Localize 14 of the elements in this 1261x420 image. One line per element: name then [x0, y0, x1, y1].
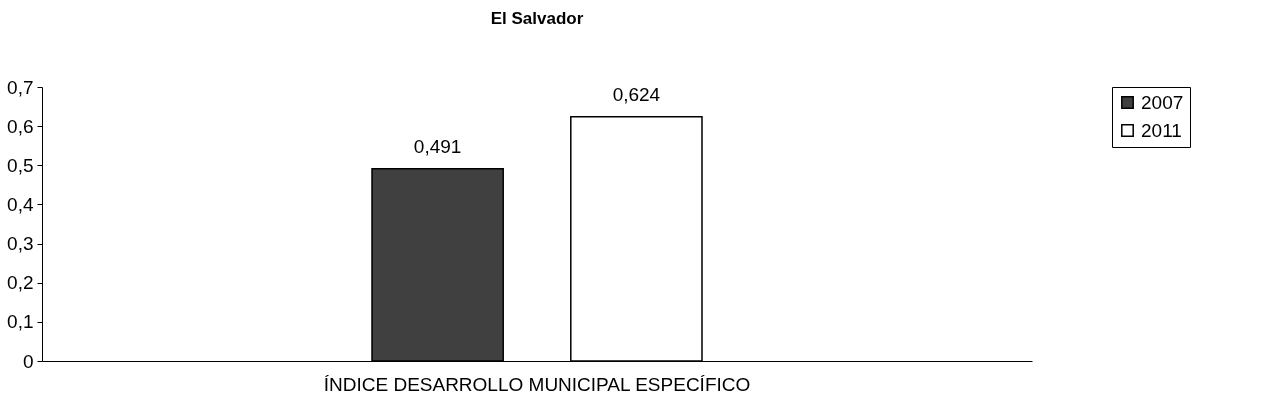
legend-label: 2011 — [1141, 119, 1182, 141]
data-label: 0,624 — [612, 83, 661, 105]
y-tick-label: 0,5 — [7, 154, 34, 176]
y-tick-label: 0,1 — [7, 311, 34, 333]
x-tick-label: ÍNDICE DESARROLLO MUNICIPAL ESPECÍFICO — [323, 373, 751, 395]
y-tick-label: 0,6 — [7, 115, 34, 137]
data-label: 0,491 — [413, 135, 462, 157]
chart-title: El Salvador — [490, 9, 584, 28]
legend-label: 2007 — [1141, 91, 1184, 113]
y-tick-label: 0,7 — [7, 76, 34, 98]
y-tick-label: 0,3 — [7, 233, 34, 255]
y-tick-label: 0 — [22, 350, 34, 372]
y-tick-label: 0,4 — [7, 193, 34, 215]
y-tick-label: 0,2 — [7, 272, 34, 294]
